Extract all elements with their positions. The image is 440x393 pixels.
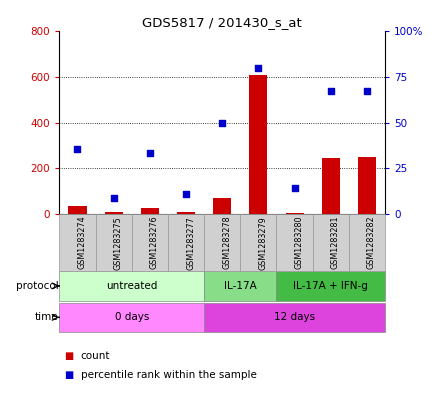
- Text: GSM1283278: GSM1283278: [222, 216, 231, 270]
- Text: GSM1283279: GSM1283279: [258, 216, 268, 270]
- Point: [291, 185, 298, 191]
- Bar: [204, 271, 276, 301]
- Bar: [204, 303, 385, 332]
- Point: [363, 88, 370, 94]
- Text: ■: ■: [64, 351, 73, 361]
- Bar: [177, 212, 195, 214]
- Bar: [132, 214, 168, 271]
- Bar: [105, 212, 123, 214]
- Point: [147, 149, 154, 156]
- Bar: [213, 198, 231, 214]
- Text: GSM1283281: GSM1283281: [331, 216, 340, 270]
- Text: 0 days: 0 days: [114, 312, 149, 322]
- Bar: [240, 214, 276, 271]
- Bar: [286, 213, 304, 214]
- Bar: [322, 158, 340, 214]
- Text: percentile rank within the sample: percentile rank within the sample: [81, 370, 257, 380]
- Bar: [59, 271, 204, 301]
- Bar: [168, 214, 204, 271]
- Bar: [276, 214, 313, 271]
- Point: [74, 146, 81, 152]
- Text: IL-17A: IL-17A: [224, 281, 257, 291]
- Point: [183, 191, 190, 197]
- Text: count: count: [81, 351, 110, 361]
- Bar: [59, 214, 95, 271]
- Bar: [276, 271, 385, 301]
- Point: [110, 195, 117, 201]
- Text: GSM1283277: GSM1283277: [186, 216, 195, 270]
- Point: [219, 119, 226, 126]
- Bar: [141, 208, 159, 214]
- Bar: [204, 214, 240, 271]
- Title: GDS5817 / 201430_s_at: GDS5817 / 201430_s_at: [142, 16, 302, 29]
- Text: GSM1283280: GSM1283280: [294, 216, 304, 270]
- Bar: [358, 157, 376, 214]
- Text: GSM1283274: GSM1283274: [77, 216, 87, 270]
- Text: IL-17A + IFN-g: IL-17A + IFN-g: [293, 281, 368, 291]
- Text: 12 days: 12 days: [274, 312, 315, 322]
- Bar: [95, 214, 132, 271]
- Text: GSM1283282: GSM1283282: [367, 216, 376, 270]
- Bar: [313, 214, 349, 271]
- Text: time: time: [35, 312, 59, 322]
- Point: [327, 88, 334, 94]
- Bar: [59, 303, 204, 332]
- Text: GSM1283276: GSM1283276: [150, 216, 159, 270]
- Text: GSM1283275: GSM1283275: [114, 216, 123, 270]
- Text: untreated: untreated: [106, 281, 158, 291]
- Bar: [69, 206, 87, 214]
- Text: ■: ■: [64, 370, 73, 380]
- Bar: [249, 75, 268, 214]
- Point: [255, 65, 262, 71]
- Bar: [349, 214, 385, 271]
- Text: protocol: protocol: [16, 281, 59, 291]
